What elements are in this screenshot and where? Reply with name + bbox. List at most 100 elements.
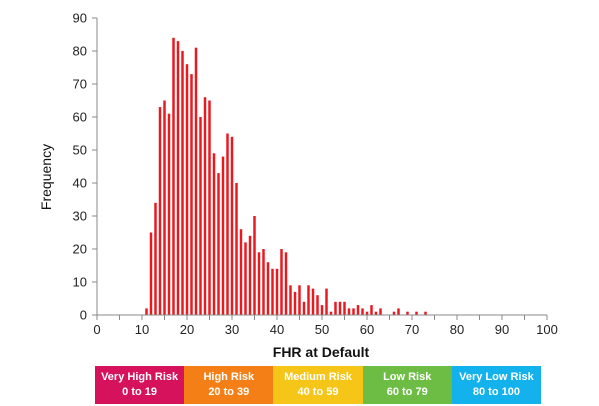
histogram-bar bbox=[280, 249, 283, 315]
x-tick-label: 90 bbox=[495, 322, 509, 337]
histogram-bar bbox=[244, 242, 247, 315]
histogram-bar bbox=[185, 64, 189, 315]
histogram-bar bbox=[172, 37, 175, 316]
risk-legend-bar: Very High Risk 0 to 19 High Risk 20 to 3… bbox=[95, 366, 542, 404]
axes-layer: 0 10 20 30 40 50 60 70 80 90 0 10 20 30 40 50 60 70 80 90 10… bbox=[73, 11, 558, 338]
histogram-bar bbox=[239, 229, 243, 315]
histogram-bar bbox=[334, 301, 337, 315]
histogram-bar bbox=[181, 51, 184, 315]
histogram-bar bbox=[167, 113, 171, 315]
histogram-bar bbox=[262, 249, 265, 315]
histogram-bar bbox=[284, 252, 288, 315]
y-tick-label: 10 bbox=[73, 275, 87, 290]
risk-band-range: 20 to 39 bbox=[208, 386, 250, 398]
histogram-bar bbox=[316, 295, 319, 315]
histogram-bar bbox=[356, 305, 360, 315]
histogram-bar bbox=[194, 47, 198, 315]
histogram-bar bbox=[302, 301, 306, 315]
histogram-bar bbox=[149, 232, 153, 315]
y-tick-label: 0 bbox=[80, 308, 87, 323]
histogram-bar bbox=[397, 308, 400, 315]
histogram-bar bbox=[248, 235, 252, 315]
y-tick-label: 30 bbox=[73, 209, 87, 224]
histogram-bar bbox=[212, 153, 216, 315]
histogram-bar bbox=[307, 285, 310, 315]
histogram-bar bbox=[320, 305, 324, 315]
histogram-bar bbox=[235, 183, 238, 315]
y-tick-label: 80 bbox=[73, 44, 87, 59]
y-tick-label: 60 bbox=[73, 110, 87, 125]
histogram-bar bbox=[275, 268, 279, 315]
risk-band-high: High Risk 20 to 39 bbox=[184, 366, 274, 404]
risk-band-very-high: Very High Risk 0 to 19 bbox=[95, 366, 185, 404]
histogram-bar bbox=[257, 252, 261, 315]
histogram-bar bbox=[406, 311, 409, 315]
histogram-bar bbox=[311, 288, 315, 315]
histogram-bar bbox=[199, 117, 202, 315]
histogram-bar bbox=[176, 41, 180, 315]
y-tick-label: 90 bbox=[73, 11, 87, 26]
bars-layer bbox=[145, 37, 427, 316]
histogram-bar bbox=[325, 288, 328, 315]
risk-band-range: 40 to 59 bbox=[297, 386, 339, 398]
x-tick-label: 30 bbox=[225, 322, 239, 337]
histogram-bar bbox=[347, 308, 351, 315]
histogram-bar bbox=[374, 311, 378, 315]
risk-band-medium: Medium Risk 40 to 59 bbox=[273, 366, 363, 404]
x-tick-label: 40 bbox=[270, 322, 284, 337]
histogram-bar bbox=[415, 311, 418, 315]
x-tick-label: 70 bbox=[405, 322, 419, 337]
histogram-bar bbox=[190, 74, 193, 315]
histogram-bar bbox=[266, 262, 270, 315]
histogram-bar bbox=[329, 311, 333, 315]
y-axis-title: Frequency bbox=[38, 144, 54, 210]
histogram-bar bbox=[379, 308, 382, 315]
histogram-bar bbox=[230, 136, 234, 315]
histogram-bar bbox=[338, 301, 342, 315]
y-tick-label: 70 bbox=[73, 77, 87, 92]
x-tick-label: 0 bbox=[93, 322, 100, 337]
risk-band-range: 0 to 19 bbox=[122, 386, 158, 398]
histogram-bar bbox=[158, 107, 162, 315]
histogram-bar bbox=[289, 285, 292, 315]
risk-band-name: Very High Risk bbox=[101, 371, 179, 383]
histogram-bar bbox=[424, 311, 427, 315]
x-tick-label: 10 bbox=[135, 322, 149, 337]
histogram-bar bbox=[392, 311, 396, 315]
histogram-bar bbox=[203, 97, 207, 315]
risk-band-name: Low Risk bbox=[383, 371, 432, 383]
y-tick-label: 50 bbox=[73, 143, 87, 158]
risk-band-very-low: Very Low Risk 80 to 100 bbox=[451, 366, 542, 404]
histogram-bar bbox=[352, 308, 355, 315]
risk-band-low: Low Risk 60 to 79 bbox=[362, 366, 452, 404]
histogram-bar bbox=[163, 100, 166, 315]
histogram-bar bbox=[361, 308, 364, 315]
histogram-bar bbox=[365, 311, 369, 315]
histogram-bar bbox=[226, 133, 229, 315]
histogram-bar bbox=[154, 202, 157, 315]
histogram-bar bbox=[298, 285, 301, 315]
histogram-bar bbox=[253, 216, 256, 315]
x-tick-label: 20 bbox=[180, 322, 194, 337]
histogram-bar bbox=[293, 291, 297, 315]
risk-band-name: Medium Risk bbox=[284, 371, 352, 383]
risk-band-name: High Risk bbox=[203, 371, 255, 383]
x-tick-label: 60 bbox=[360, 322, 374, 337]
histogram-bar bbox=[343, 301, 346, 315]
y-tick-label: 20 bbox=[73, 242, 87, 257]
y-tick-label: 40 bbox=[73, 176, 87, 191]
histogram-bar bbox=[145, 308, 148, 315]
risk-band-name: Very Low Risk bbox=[459, 371, 534, 383]
histogram-bar bbox=[370, 305, 373, 315]
risk-band-range: 80 to 100 bbox=[472, 386, 520, 398]
histogram-bar bbox=[217, 173, 220, 315]
x-tick-label: 50 bbox=[315, 322, 329, 337]
x-tick-label: 80 bbox=[450, 322, 464, 337]
risk-band-range: 60 to 79 bbox=[386, 386, 428, 398]
histogram-bar bbox=[271, 268, 274, 315]
x-tick-label: 100 bbox=[536, 322, 558, 337]
histogram-bar bbox=[221, 156, 225, 315]
x-axis-title: FHR at Default bbox=[273, 344, 370, 360]
histogram-bar bbox=[208, 100, 211, 315]
